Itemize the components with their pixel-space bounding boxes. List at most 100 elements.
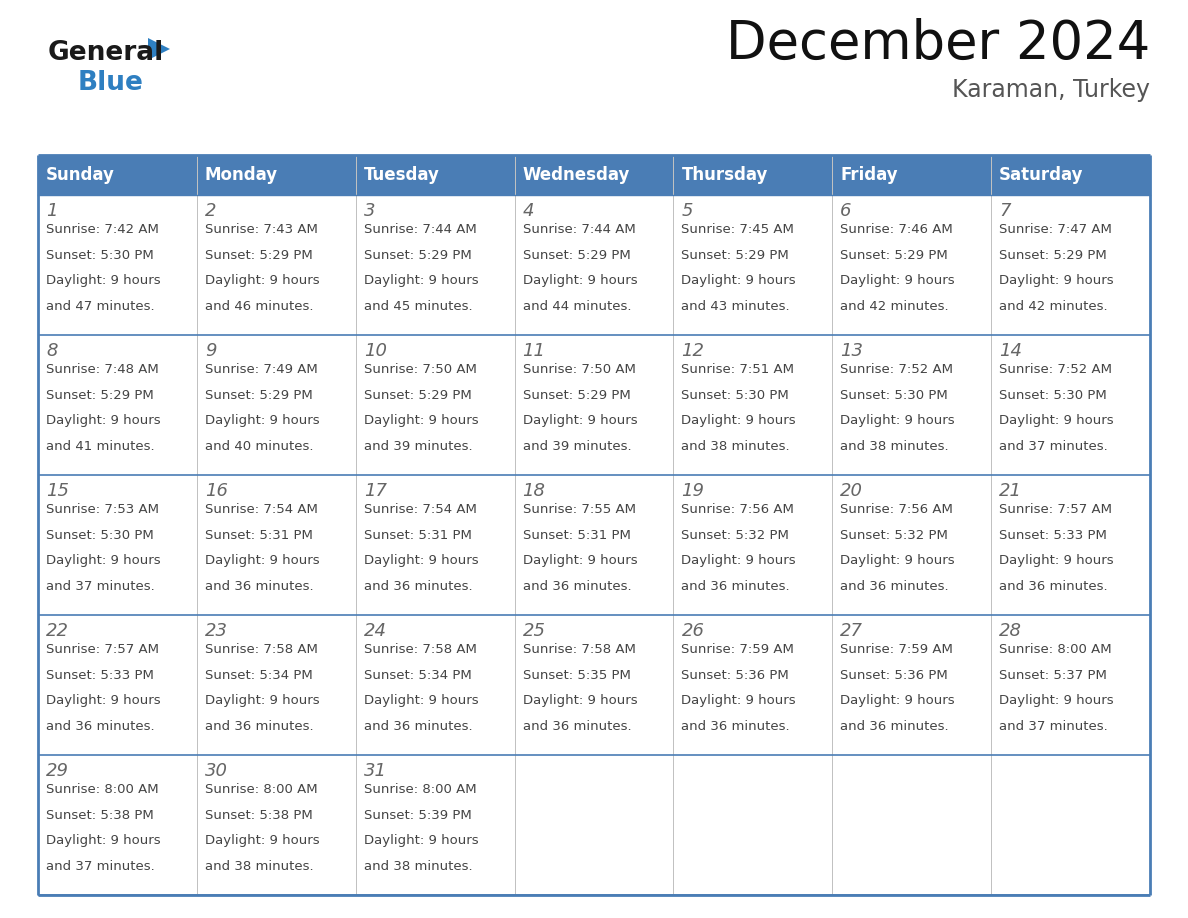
Text: Sunrise: 7:52 AM: Sunrise: 7:52 AM — [999, 364, 1112, 376]
Text: Daylight: 9 hours: Daylight: 9 hours — [46, 554, 160, 567]
Text: Sunrise: 7:42 AM: Sunrise: 7:42 AM — [46, 223, 159, 236]
Text: Daylight: 9 hours: Daylight: 9 hours — [364, 414, 479, 427]
Text: Sunrise: 7:58 AM: Sunrise: 7:58 AM — [523, 644, 636, 656]
Text: Sunrise: 8:00 AM: Sunrise: 8:00 AM — [364, 783, 476, 796]
Text: Sunrise: 7:55 AM: Sunrise: 7:55 AM — [523, 503, 636, 516]
Text: Sunset: 5:32 PM: Sunset: 5:32 PM — [682, 529, 789, 542]
Text: 29: 29 — [46, 762, 69, 780]
Text: Daylight: 9 hours: Daylight: 9 hours — [523, 694, 637, 707]
Text: Sunset: 5:29 PM: Sunset: 5:29 PM — [204, 389, 312, 402]
Text: Sunrise: 7:44 AM: Sunrise: 7:44 AM — [523, 223, 636, 236]
Text: Daylight: 9 hours: Daylight: 9 hours — [999, 694, 1114, 707]
Text: and 36 minutes.: and 36 minutes. — [682, 580, 790, 593]
Text: Daylight: 9 hours: Daylight: 9 hours — [364, 694, 479, 707]
Text: Sunrise: 7:50 AM: Sunrise: 7:50 AM — [523, 364, 636, 376]
Text: Sunset: 5:32 PM: Sunset: 5:32 PM — [840, 529, 948, 542]
Text: 26: 26 — [682, 622, 704, 640]
Text: and 36 minutes.: and 36 minutes. — [204, 720, 314, 733]
Text: Sunrise: 7:49 AM: Sunrise: 7:49 AM — [204, 364, 317, 376]
Bar — [674, 155, 833, 195]
Text: 30: 30 — [204, 762, 228, 780]
Text: Daylight: 9 hours: Daylight: 9 hours — [46, 834, 160, 847]
Text: 2: 2 — [204, 202, 216, 220]
Text: and 42 minutes.: and 42 minutes. — [840, 300, 949, 313]
Text: Sunset: 5:29 PM: Sunset: 5:29 PM — [999, 249, 1107, 262]
Text: Sunrise: 7:51 AM: Sunrise: 7:51 AM — [682, 364, 795, 376]
Text: and 37 minutes.: and 37 minutes. — [46, 860, 154, 873]
Text: Daylight: 9 hours: Daylight: 9 hours — [682, 694, 796, 707]
Text: Daylight: 9 hours: Daylight: 9 hours — [364, 834, 479, 847]
Text: Daylight: 9 hours: Daylight: 9 hours — [523, 554, 637, 567]
Text: 14: 14 — [999, 342, 1022, 360]
Text: Sunrise: 7:57 AM: Sunrise: 7:57 AM — [46, 644, 159, 656]
Text: Daylight: 9 hours: Daylight: 9 hours — [364, 554, 479, 567]
Text: Sunset: 5:29 PM: Sunset: 5:29 PM — [840, 249, 948, 262]
Text: Sunset: 5:30 PM: Sunset: 5:30 PM — [682, 389, 789, 402]
Text: Daylight: 9 hours: Daylight: 9 hours — [204, 554, 320, 567]
Text: 13: 13 — [840, 342, 864, 360]
Text: Sunrise: 7:46 AM: Sunrise: 7:46 AM — [840, 223, 953, 236]
Text: 11: 11 — [523, 342, 545, 360]
Text: Sunset: 5:33 PM: Sunset: 5:33 PM — [46, 669, 154, 682]
Text: Daylight: 9 hours: Daylight: 9 hours — [840, 274, 955, 287]
Text: Sunrise: 7:44 AM: Sunrise: 7:44 AM — [364, 223, 476, 236]
Text: December 2024: December 2024 — [726, 18, 1150, 70]
Text: Daylight: 9 hours: Daylight: 9 hours — [204, 694, 320, 707]
Text: and 36 minutes.: and 36 minutes. — [523, 580, 631, 593]
Text: and 45 minutes.: and 45 minutes. — [364, 300, 473, 313]
Bar — [38, 155, 197, 195]
Text: 3: 3 — [364, 202, 375, 220]
Text: and 36 minutes.: and 36 minutes. — [840, 580, 949, 593]
Text: Daylight: 9 hours: Daylight: 9 hours — [523, 414, 637, 427]
Text: Daylight: 9 hours: Daylight: 9 hours — [999, 414, 1114, 427]
Text: and 37 minutes.: and 37 minutes. — [46, 580, 154, 593]
Text: Sunset: 5:38 PM: Sunset: 5:38 PM — [204, 809, 312, 822]
Text: Sunset: 5:34 PM: Sunset: 5:34 PM — [204, 669, 312, 682]
Text: Daylight: 9 hours: Daylight: 9 hours — [999, 554, 1114, 567]
Text: Saturday: Saturday — [999, 166, 1083, 184]
Text: Sunset: 5:30 PM: Sunset: 5:30 PM — [999, 389, 1107, 402]
Text: Sunset: 5:33 PM: Sunset: 5:33 PM — [999, 529, 1107, 542]
Text: 21: 21 — [999, 482, 1022, 500]
Text: and 36 minutes.: and 36 minutes. — [204, 580, 314, 593]
Text: Daylight: 9 hours: Daylight: 9 hours — [682, 414, 796, 427]
Text: Daylight: 9 hours: Daylight: 9 hours — [46, 414, 160, 427]
Text: Sunset: 5:29 PM: Sunset: 5:29 PM — [364, 249, 472, 262]
Text: 17: 17 — [364, 482, 387, 500]
Text: 19: 19 — [682, 482, 704, 500]
Text: Sunset: 5:39 PM: Sunset: 5:39 PM — [364, 809, 472, 822]
Text: Sunrise: 7:48 AM: Sunrise: 7:48 AM — [46, 364, 159, 376]
Text: and 36 minutes.: and 36 minutes. — [523, 720, 631, 733]
Text: Sunset: 5:30 PM: Sunset: 5:30 PM — [46, 529, 153, 542]
Text: Sunrise: 7:45 AM: Sunrise: 7:45 AM — [682, 223, 795, 236]
Text: Sunrise: 7:54 AM: Sunrise: 7:54 AM — [364, 503, 476, 516]
Text: Sunrise: 7:43 AM: Sunrise: 7:43 AM — [204, 223, 317, 236]
Text: 23: 23 — [204, 622, 228, 640]
Text: Thursday: Thursday — [682, 166, 767, 184]
Text: and 38 minutes.: and 38 minutes. — [364, 860, 473, 873]
Text: and 38 minutes.: and 38 minutes. — [204, 860, 314, 873]
Text: Daylight: 9 hours: Daylight: 9 hours — [46, 694, 160, 707]
Text: 31: 31 — [364, 762, 387, 780]
Text: Sunset: 5:29 PM: Sunset: 5:29 PM — [682, 249, 789, 262]
Text: Sunrise: 7:58 AM: Sunrise: 7:58 AM — [364, 644, 476, 656]
Text: Tuesday: Tuesday — [364, 166, 440, 184]
Text: Daylight: 9 hours: Daylight: 9 hours — [682, 554, 796, 567]
Text: 16: 16 — [204, 482, 228, 500]
Text: Sunset: 5:38 PM: Sunset: 5:38 PM — [46, 809, 153, 822]
Text: 27: 27 — [840, 622, 864, 640]
Text: 6: 6 — [840, 202, 852, 220]
Text: 15: 15 — [46, 482, 69, 500]
Text: Daylight: 9 hours: Daylight: 9 hours — [682, 274, 796, 287]
Text: and 38 minutes.: and 38 minutes. — [682, 440, 790, 453]
Text: 20: 20 — [840, 482, 864, 500]
Text: Sunset: 5:31 PM: Sunset: 5:31 PM — [364, 529, 472, 542]
Text: Daylight: 9 hours: Daylight: 9 hours — [364, 274, 479, 287]
Text: Karaman, Turkey: Karaman, Turkey — [952, 78, 1150, 102]
Bar — [991, 155, 1150, 195]
Text: Sunset: 5:29 PM: Sunset: 5:29 PM — [46, 389, 153, 402]
Text: 10: 10 — [364, 342, 387, 360]
Text: 1: 1 — [46, 202, 57, 220]
Text: Sunrise: 7:54 AM: Sunrise: 7:54 AM — [204, 503, 317, 516]
Text: Sunrise: 7:53 AM: Sunrise: 7:53 AM — [46, 503, 159, 516]
